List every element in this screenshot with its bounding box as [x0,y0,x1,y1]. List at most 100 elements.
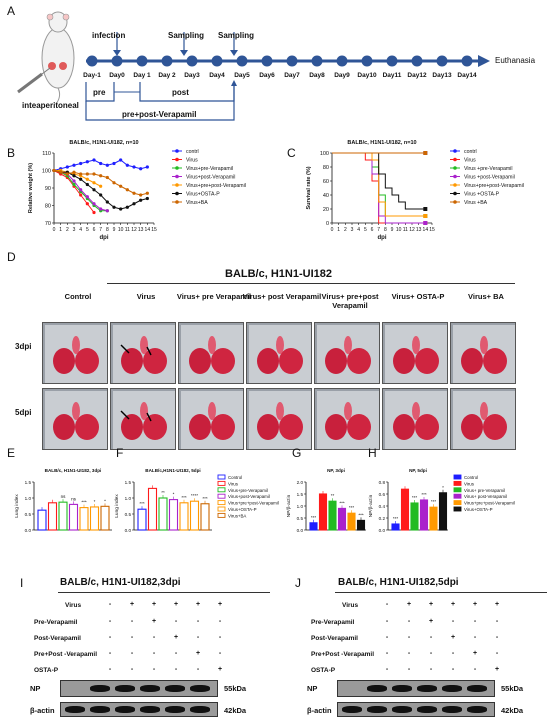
legend-entry: Virus [228,481,239,486]
y-tick-label: 2.0 [297,480,304,485]
x-tick-label: 11 [125,227,130,233]
data-point [85,160,89,164]
blot-treatment-symbol: + [151,601,157,608]
y-tick-label: 1.0 [25,496,32,501]
bar [356,519,366,531]
blot-treatment-symbol: - [495,634,499,641]
blot-band [392,706,412,713]
blot-row-label: Pre-Verapamil [311,619,355,626]
timeline-day-marker [386,55,398,67]
y-tick-label: 0.0 [125,528,132,533]
y-tick-label: 90 [45,186,51,192]
blot-row-label: Pre-Verapamil [34,619,78,626]
blot-band [165,706,185,713]
timeline-day-label: Day7 [284,72,300,79]
x-tick-label: 7 [377,227,380,233]
significance-label: *** [349,505,355,510]
bar [309,522,318,531]
blot-treatment-symbol: - [174,666,178,673]
y-axis-label: NP/β-actin [368,494,374,517]
blot-treatment-symbol: + [450,601,456,608]
blot-treatment-symbol: + [195,650,201,657]
data-point [125,163,129,167]
lung-photo [314,388,380,450]
data-point [423,221,428,225]
significance-label: *** [412,495,418,500]
data-point [85,172,89,176]
timeline-day-marker [436,55,448,67]
panel-letter-b: B [7,146,16,160]
prepost-bracket [85,82,235,121]
panel-letter-c: C [287,146,296,160]
blot-treatment-symbol: - [218,634,222,641]
blot-treatment-symbol: - [385,666,389,673]
data-point [85,195,89,199]
blot-size-label: 55kDa [224,684,247,693]
row-label-5dpi: 5dpi [15,408,32,417]
blot-treatment-symbol: - [130,618,134,625]
blot-treatment-symbol: - [130,650,134,657]
blot-treatment-symbol: + [428,601,434,608]
timeline-day-marker [236,55,248,67]
lung-column-header: Virus+ BA [468,292,504,301]
legend-swatch [217,506,226,512]
blot-band [467,706,487,713]
timeline-day-marker [161,55,173,67]
timeline-day-marker [86,55,98,67]
legend-entry: Virus [464,481,475,486]
data-point [125,188,129,192]
legend-entry: Virus [464,158,476,164]
data-point [112,181,116,185]
blot-treatment-symbol: + [217,666,223,673]
legend-swatch [453,480,462,486]
y-tick-label: 40 [323,193,329,199]
x-tick-label: 15 [151,227,157,233]
legend-swatch [217,480,226,486]
legend-entry: Virus [186,158,198,164]
x-tick-label: 4 [79,227,82,233]
y-tick-label: 100 [42,169,51,175]
timeline-day-label: Day0 [109,72,125,79]
lung-photo [382,388,448,450]
blot-treatment-symbol: + [472,601,478,608]
y-tick-label: 0.5 [125,512,132,517]
blot-row-label: OSTA-P [34,667,59,674]
timeline-day-marker [361,55,373,67]
blot-treatment-symbol: + [406,601,412,608]
x-tick-label: 8 [384,227,387,233]
blot-band [165,685,185,692]
lung-panel-title: BALB/c, H1N1-UI182 [225,268,332,280]
data-point [145,191,149,195]
blot-treatment-symbol: - [429,666,433,673]
blot-band [140,685,160,692]
legend-swatch [453,493,462,499]
blot-treatment-symbol: - [108,634,112,641]
legend-marker [453,200,457,204]
blot-protein-label: NP [30,684,41,693]
euthanasia-label: Euthanasia [495,56,536,65]
blot-treatment-symbol: + [494,666,500,673]
lung-photo [110,388,176,450]
data-point [59,170,63,174]
x-tick-label: 5 [86,227,89,233]
legend-marker [453,191,457,196]
post-label: post [172,88,189,97]
x-tick-label: 13 [138,227,144,233]
legend-swatch [217,512,226,518]
legend-marker [453,174,457,179]
data-point [92,158,96,162]
data-point [112,205,116,209]
timeline-day-marker [186,55,198,67]
chart-title: BALB/c,H1N1-UI182, 5dpi [145,468,200,473]
legend-marker [175,166,179,170]
significance-label: *** [181,495,187,500]
data-point [105,200,109,204]
event-sampling-label-1: Sampling [168,31,205,40]
blot-treatment-symbol: + [173,634,179,641]
legend-entry: Virus+pre+post-Verapamil [464,501,515,506]
blot-treatment-symbol: - [174,618,178,625]
timeline-day-label: Day9 [334,72,350,79]
legend-entry: Virus+ pre-Verapamil [464,488,505,493]
legend-entry: Virus+pre+post-Verapamil [186,183,246,189]
blot-treatment-symbol: - [174,650,178,657]
